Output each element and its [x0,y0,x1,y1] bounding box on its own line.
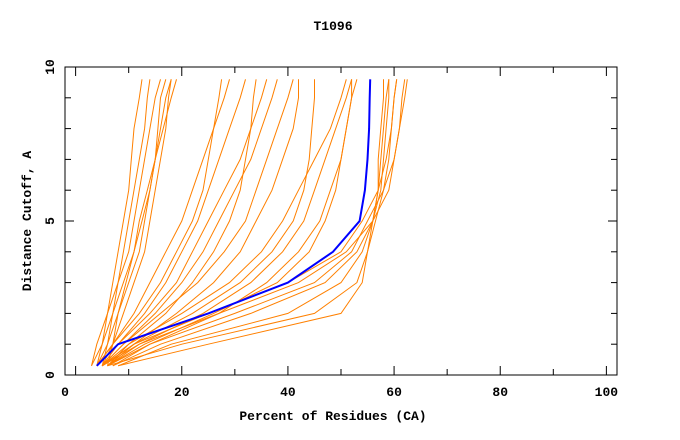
model-curve-3 [101,79,151,366]
model-curve-25 [117,79,384,367]
model-curve-22 [107,79,406,367]
x-tick-label: 100 [595,385,619,400]
model-curve-17 [107,79,353,367]
x-tick-label: 60 [386,385,402,400]
model-curve-12 [107,79,257,367]
model-curve-26 [117,79,390,367]
model-curve-8 [96,79,230,367]
axes: 0 20 40 60 80 100 0 5 10 [43,59,618,400]
y-tick-label: 5 [43,217,58,225]
model-curve-10 [96,79,268,367]
y-tick-label: 10 [43,59,58,75]
y-axis-label: Distance Cutoff, A [20,151,35,292]
model-curve-5 [91,79,143,367]
x-tick-label: 20 [174,385,190,400]
model-curve-1 [91,79,161,366]
chart-title: T1096 [313,19,352,34]
curves [91,79,408,367]
model-curve-6 [101,79,172,367]
model-curve-20 [107,79,353,367]
model-curve-7 [107,79,167,366]
model-curve-11 [101,79,278,367]
y-tick-label: 0 [43,371,58,379]
model-curve-4 [96,79,177,367]
x-tick-label: 40 [280,385,296,400]
model-curve-16 [101,79,347,367]
model-curve-14 [96,79,223,367]
model-curve-2 [96,79,172,366]
model-curve-9 [101,79,246,367]
x-tick-label: 0 [61,385,69,400]
highlight-curve [96,79,372,367]
model-curve-27 [107,79,398,367]
model-curve-18 [101,79,315,367]
model-curve-15 [107,79,299,367]
x-axis-label: Percent of Residues (CA) [239,409,426,424]
x-tick-label: 80 [492,385,508,400]
model-curve-13 [101,79,294,367]
model-curve-21 [101,79,398,367]
